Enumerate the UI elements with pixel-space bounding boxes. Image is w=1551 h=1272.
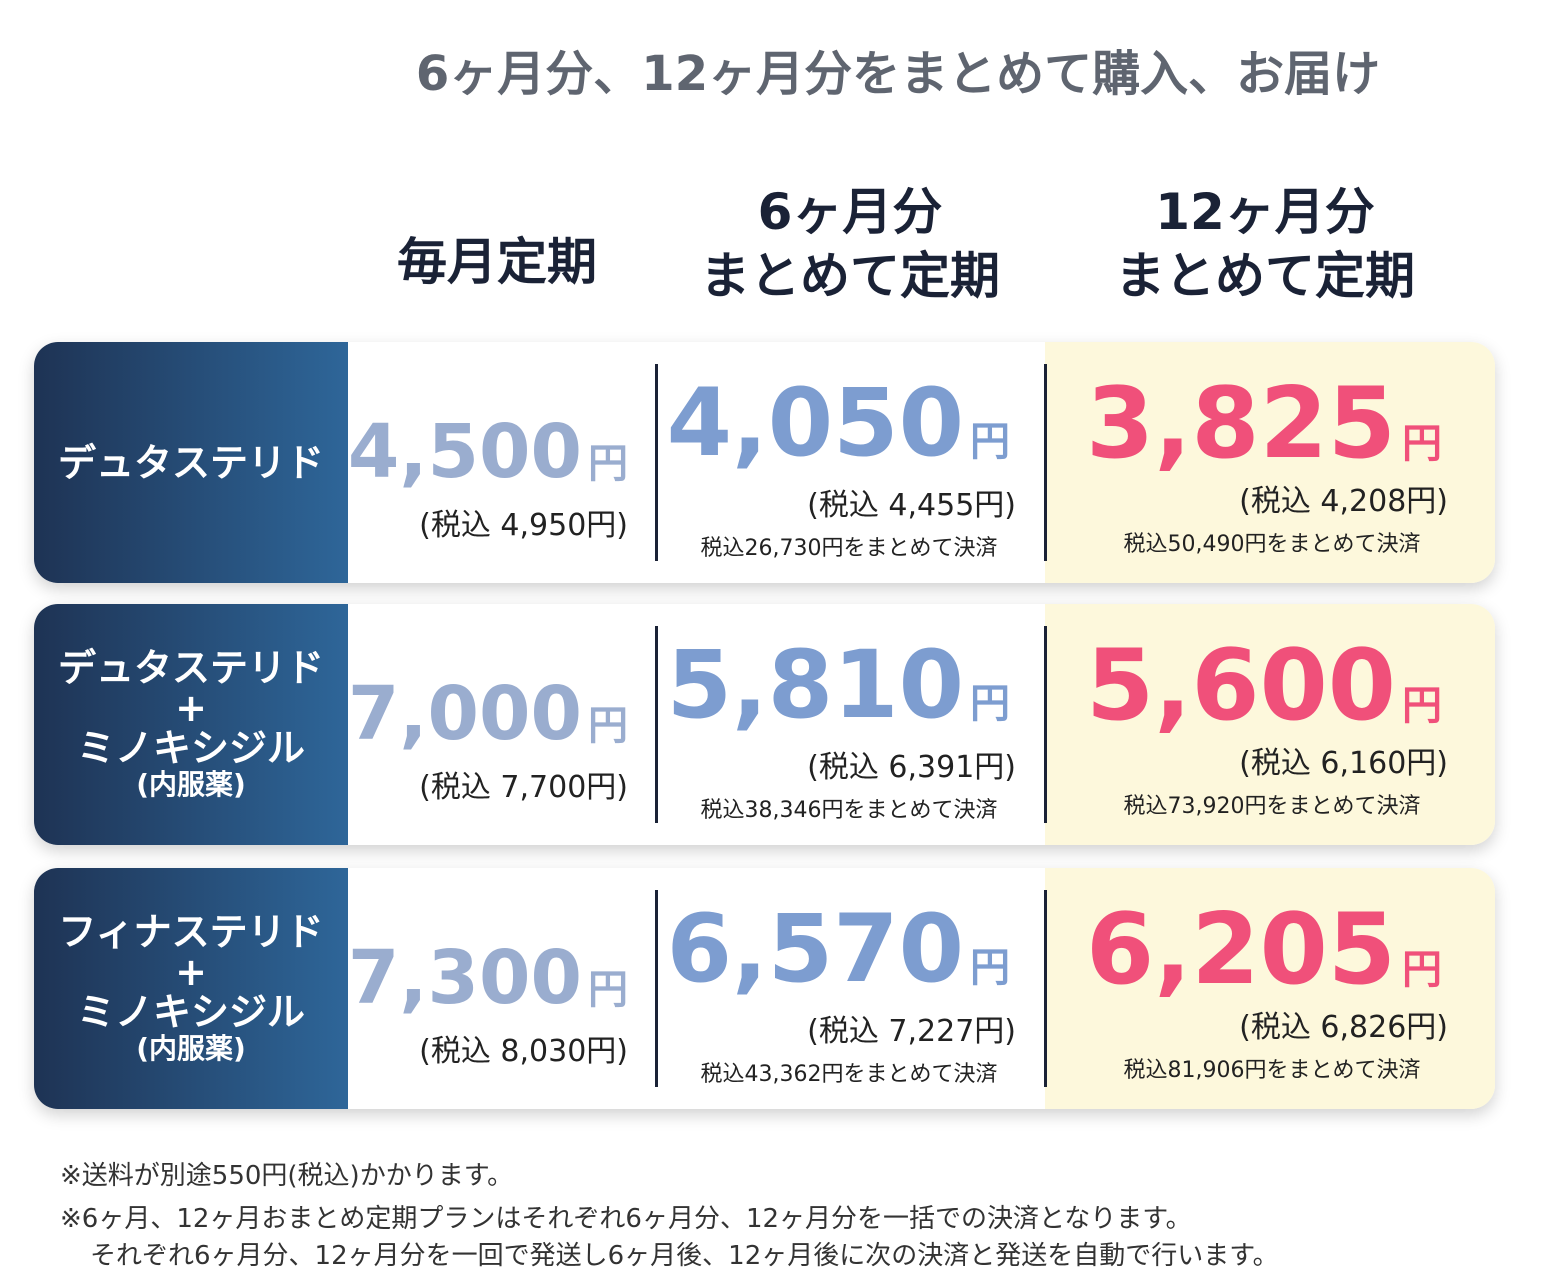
price-value: 5,810 <box>666 631 964 740</box>
price: 5,600 円 <box>1086 632 1442 760</box>
price-unit: 円 <box>970 419 1010 465</box>
tax-price: (税込 7,227円) <box>807 1014 1016 1049</box>
total-price: 税込26,730円をまとめて決済 <box>700 536 998 561</box>
price-row: デュタステリド + ミノキシジル (内服薬) 7,000 円 (税込 7,700円) 5,81… <box>34 604 1495 845</box>
divider <box>1044 364 1047 561</box>
price-unit: 円 <box>588 967 628 1013</box>
tax-price: (税込 6,391円) <box>807 750 1016 785</box>
tax-price: (税込 6,826円) <box>1239 1010 1448 1045</box>
column-header-line: まとめて定期 <box>700 247 1000 305</box>
footnote: ※送料が別途550円(税込)かかります。 <box>60 1161 514 1191</box>
column-header-line: 毎月定期 <box>397 233 597 291</box>
price-unit: 円 <box>970 945 1010 991</box>
divider <box>655 890 658 1087</box>
product-label: フィナステリド + ミノキシジル (内服薬) <box>34 868 348 1109</box>
product-name-line: ミノキシジル <box>76 725 305 770</box>
total-price: 税込73,920円をまとめて決済 <box>1123 794 1421 819</box>
product-label: デュタステリド <box>34 342 348 583</box>
price: 3,825 円 <box>1086 370 1442 498</box>
column-header: 6ヶ月分まとめて定期 <box>600 180 1100 308</box>
product-name-line: (内服薬) <box>136 767 246 801</box>
divider <box>655 364 658 561</box>
divider <box>1044 890 1047 1087</box>
price-value: 4,500 <box>347 409 582 495</box>
page-title: 6ヶ月分、12ヶ月分をまとめて購入、お届け <box>415 46 1381 102</box>
tax-price: (税込 4,455円) <box>807 488 1016 523</box>
product-name-line: (内服薬) <box>136 1031 246 1065</box>
column-header: 毎月定期 <box>247 230 747 294</box>
price-value: 3,825 <box>1086 367 1396 481</box>
price: 6,570 円 <box>667 898 1010 1020</box>
total-price: 税込43,362円をまとめて決済 <box>700 1062 998 1087</box>
yellow-bg <box>1045 868 1495 1109</box>
price-value: 4,050 <box>666 369 964 478</box>
column-header-line: まとめて定期 <box>1115 247 1415 305</box>
price-unit: 円 <box>1402 947 1442 993</box>
price: 7,300 円 <box>348 936 628 1032</box>
footnote: それぞれ6ヶ月分、12ヶ月分を一回で発送し6ヶ月後、12ヶ月後に次の決済と発送を… <box>90 1241 1279 1271</box>
price-unit: 円 <box>970 681 1010 727</box>
total-price: 税込50,490円をまとめて決済 <box>1123 532 1421 557</box>
price: 4,050 円 <box>667 372 1010 494</box>
price-value: 7,300 <box>347 935 582 1021</box>
price-value: 6,570 <box>666 895 964 1004</box>
tax-price: (税込 7,700円) <box>419 770 628 805</box>
product-name-line: ミノキシジル <box>76 989 305 1034</box>
total-price: 税込81,906円をまとめて決済 <box>1123 1058 1421 1083</box>
yellow-bg <box>1045 604 1495 845</box>
total-price: 税込38,346円をまとめて決済 <box>700 798 998 823</box>
column-header: 12ヶ月分まとめて定期 <box>1015 180 1515 308</box>
divider <box>655 626 658 823</box>
price-value: 6,205 <box>1086 893 1396 1007</box>
price: 6,205 円 <box>1086 896 1442 1024</box>
tax-price: (税込 8,030円) <box>419 1034 628 1069</box>
tax-price: (税込 4,950円) <box>419 508 628 543</box>
product-name-line: フィナステリド <box>58 909 324 954</box>
price-unit: 円 <box>1402 683 1442 729</box>
footnote: ※6ヶ月、12ヶ月おまとめ定期プランはそれぞれ6ヶ月分、12ヶ月分を一括での決済… <box>60 1204 1192 1234</box>
column-header-line: 6ヶ月分 <box>757 183 943 241</box>
product-label: デュタステリド + ミノキシジル (内服薬) <box>34 604 348 845</box>
price-unit: 円 <box>1402 421 1442 467</box>
yellow-bg <box>1045 342 1495 583</box>
product-name-line: + <box>175 949 207 994</box>
column-header-line: 12ヶ月分 <box>1155 183 1375 241</box>
price-unit: 円 <box>588 441 628 487</box>
price: 5,810 円 <box>667 634 1010 756</box>
tax-price: (税込 4,208円) <box>1239 484 1448 519</box>
product-name-line: デュタステリド <box>57 440 324 485</box>
price-row: デュタステリド 4,500 円 (税込 4,950円) 4,050 円 (税込 4,455円… <box>34 342 1495 583</box>
product-name-line: + <box>175 685 207 730</box>
price-value: 7,000 <box>347 671 582 757</box>
product-name-line: デュタステリド <box>57 645 324 690</box>
price-value: 5,600 <box>1086 629 1396 743</box>
price: 4,500 円 <box>348 410 628 506</box>
price: 7,000 円 <box>348 672 628 768</box>
price-row: フィナステリド + ミノキシジル (内服薬) 7,300 円 (税込 8,030円) 6,57… <box>34 868 1495 1109</box>
divider <box>1044 626 1047 823</box>
tax-price: (税込 6,160円) <box>1239 746 1448 781</box>
price-unit: 円 <box>588 703 628 749</box>
